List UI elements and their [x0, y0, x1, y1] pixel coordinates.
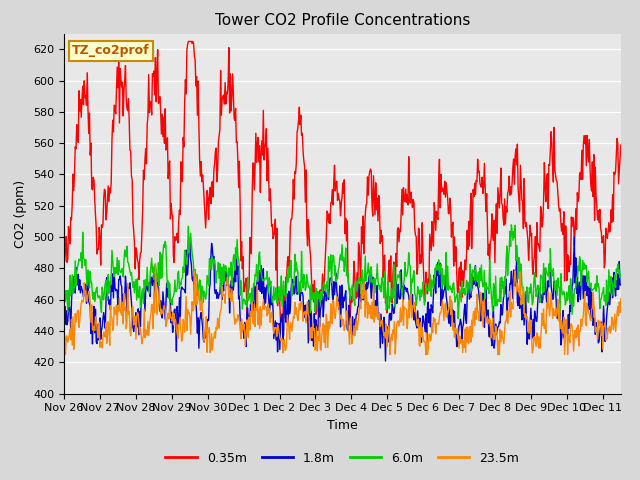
1.8m [319, 293, 326, 299]
Line: 0.35m: 0.35m [64, 41, 621, 323]
Legend: 0.35m, 1.8m, 6.0m, 23.5m: 0.35m, 1.8m, 6.0m, 23.5m [161, 447, 524, 469]
0.35m [461, 257, 468, 263]
23.5m [139, 335, 147, 340]
Line: 1.8m: 1.8m [64, 237, 621, 361]
1.8m [474, 283, 481, 289]
6.0m [454, 316, 462, 322]
1.8m [63, 308, 70, 313]
6.0m [319, 288, 326, 293]
1.8m [138, 294, 146, 300]
6.0m [474, 275, 481, 280]
1.8m [617, 282, 625, 288]
Line: 23.5m: 23.5m [64, 264, 621, 354]
6.0m [138, 288, 146, 294]
23.5m [61, 351, 69, 357]
0.35m [475, 169, 483, 175]
23.5m [152, 261, 159, 266]
23.5m [475, 309, 483, 315]
23.5m [617, 296, 625, 301]
1.8m [298, 290, 305, 296]
23.5m [320, 339, 328, 345]
23.5m [300, 318, 307, 324]
23.5m [461, 326, 468, 332]
0.35m [60, 246, 68, 252]
1.8m [460, 308, 468, 314]
X-axis label: Time: Time [327, 419, 358, 432]
23.5m [60, 348, 68, 354]
1.8m [60, 328, 68, 334]
6.0m [60, 291, 68, 297]
0.35m [617, 142, 625, 148]
6.0m [460, 285, 468, 291]
0.35m [184, 38, 192, 44]
6.0m [617, 272, 625, 277]
1.8m [570, 234, 578, 240]
1.8m [381, 358, 389, 364]
0.35m [320, 283, 328, 289]
0.35m [138, 228, 146, 234]
6.0m [63, 289, 70, 295]
0.35m [276, 320, 284, 325]
Text: TZ_co2prof: TZ_co2prof [72, 44, 150, 58]
Y-axis label: CO2 (ppm): CO2 (ppm) [15, 180, 28, 248]
0.35m [63, 234, 70, 240]
6.0m [508, 222, 515, 228]
0.35m [300, 148, 307, 154]
23.5m [63, 334, 71, 339]
Title: Tower CO2 Profile Concentrations: Tower CO2 Profile Concentrations [214, 13, 470, 28]
6.0m [298, 249, 305, 254]
Line: 6.0m: 6.0m [64, 225, 621, 319]
